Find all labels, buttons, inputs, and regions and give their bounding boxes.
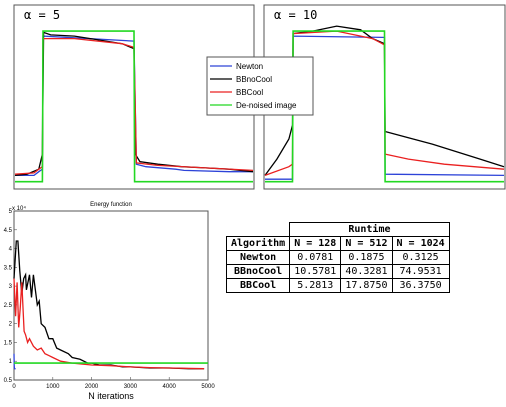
runtime-blank-cell xyxy=(227,223,290,237)
energy-y-tick-label: 0.5 xyxy=(4,378,13,384)
panel-alpha10-title: α = 10 xyxy=(274,8,317,22)
legend-label-bbcool: BBCool xyxy=(236,88,263,97)
runtime-header-cell: Algorithm xyxy=(225,236,291,251)
energy-lines xyxy=(13,240,208,370)
energy-series-bbcool xyxy=(13,278,205,370)
legend: Newton BBnoCool BBCool De-noised image xyxy=(206,56,314,116)
energy-y-tick-label: 3.5 xyxy=(4,265,13,271)
alpha5-series-de-noised-image xyxy=(15,30,253,183)
energy-y-tick-label: 2 xyxy=(9,322,13,328)
energy-y-tick-label: 1.5 xyxy=(4,340,13,346)
runtime-value-cell: 17.8750 xyxy=(340,278,393,293)
energy-x-tick-label: 3000 xyxy=(124,384,138,390)
legend-label-newton: Newton xyxy=(236,62,263,71)
runtime-header-cell: N = 512 xyxy=(340,236,393,251)
runtime-value-cell: 0.0781 xyxy=(289,250,342,265)
energy-x-tick-label: 2000 xyxy=(85,384,99,390)
runtime-value-cell: 0.1875 xyxy=(340,250,393,265)
runtime-value-cell: 40.3281 xyxy=(340,264,393,279)
runtime-value-cell: 10.5781 xyxy=(289,264,342,279)
energy-x-tick-label: 4000 xyxy=(163,384,177,390)
energy-x-tick-label: 5000 xyxy=(201,384,215,390)
energy-plot-frame xyxy=(13,210,209,381)
runtime-header-cell: N = 1024 xyxy=(391,236,450,251)
alpha10-series-de-noised-image xyxy=(265,30,504,183)
energy-y-tick-label: 1 xyxy=(9,359,13,365)
runtime-header-cell: N = 128 xyxy=(289,236,342,251)
energy-xlabel: N iterations xyxy=(88,391,134,401)
runtime-value-cell: 0.3125 xyxy=(391,250,450,265)
runtime-value-cell: 74.9531 xyxy=(391,264,450,279)
energy-x-tick-label: 1000 xyxy=(46,384,60,390)
runtime-title-row: Runtime xyxy=(227,222,450,237)
energy-x-tick-label: 0 xyxy=(12,384,16,390)
table-row: Newton 0.0781 0.1875 0.3125 xyxy=(225,250,450,265)
alpha5-series-bbcool xyxy=(14,37,254,175)
alpha10-series-bbcool xyxy=(264,30,505,177)
panel-alpha10-lines xyxy=(264,25,505,183)
energy-chart-title: Energy function xyxy=(90,202,132,208)
runtime-header-row: Algorithm N = 128 N = 512 N = 1024 xyxy=(225,236,450,251)
alpha10-series-bbnocool xyxy=(264,25,505,176)
panel-alpha5-lines xyxy=(14,30,254,183)
legend-label-denoised: De-noised image xyxy=(236,101,297,110)
energy-y-tick-label: 2.5 xyxy=(4,303,13,309)
alpha10-series-newton xyxy=(265,35,505,180)
runtime-value-cell: 5.2813 xyxy=(289,278,342,293)
energy-y-tick-label: 5 xyxy=(9,209,13,215)
runtime-algorithm-cell: BBCool xyxy=(225,278,291,293)
runtime-value-cell: 36.3750 xyxy=(391,278,450,293)
table-row: BBnoCool 10.5781 40.3281 74.9531 xyxy=(225,264,450,279)
runtime-table: Runtime Algorithm N = 128 N = 512 N = 10… xyxy=(225,222,450,293)
energy-y-exponent: x 10⁴ xyxy=(12,205,26,212)
panel-alpha5-title: α = 5 xyxy=(24,8,60,22)
runtime-algorithm-cell: BBnoCool xyxy=(225,264,291,279)
table-row: BBCool 5.2813 17.8750 36.3750 xyxy=(225,278,450,293)
runtime-algorithm-cell: Newton xyxy=(225,250,291,265)
energy-axis-ticks: 0.5 1 1.5 2 2.5 3 3.5 4 4.5 5 0 1000 2000 3000 4000 500… xyxy=(4,209,216,390)
energy-y-tick-label: 4.5 xyxy=(4,228,13,234)
legend-label-bbnocool: BBnoCool xyxy=(236,75,272,84)
energy-y-tick-label: 4 xyxy=(9,247,13,253)
energy-y-tick-label: 3 xyxy=(9,284,13,290)
runtime-title: Runtime xyxy=(289,222,450,237)
